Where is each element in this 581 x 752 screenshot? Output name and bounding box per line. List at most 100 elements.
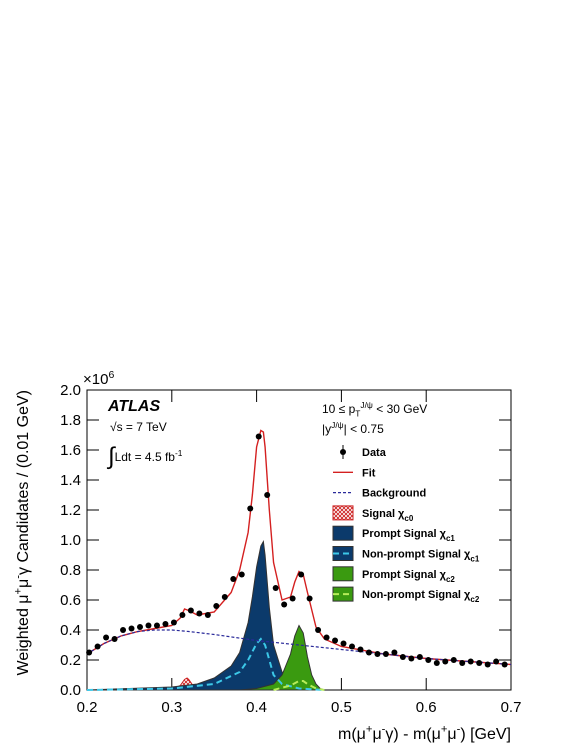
data-point	[187, 607, 194, 614]
y-tick-label: 1.0	[60, 532, 81, 549]
data-point	[298, 571, 305, 578]
text-piece: ATLAS	[107, 398, 160, 415]
data-point	[238, 571, 245, 578]
text-piece: J/ψ	[331, 420, 344, 430]
data-point	[204, 612, 211, 618]
area	[239, 624, 325, 691]
data-point	[349, 643, 355, 650]
y-tick-label: 0.0	[60, 682, 81, 699]
data-point	[459, 660, 466, 666]
data-point	[281, 601, 288, 608]
data-point	[196, 610, 203, 617]
legend-entry: Non-prompt Signal χc1	[332, 546, 480, 564]
legend-marker	[340, 449, 346, 455]
text-piece: +	[13, 588, 25, 595]
data-point	[382, 651, 389, 657]
legend-label: Signal χc0	[362, 508, 414, 523]
data-point	[416, 654, 423, 660]
curve	[273, 680, 325, 691]
legend-name-sub: c1	[470, 555, 479, 564]
legend-label: Non-prompt Signal χc1	[362, 549, 480, 564]
data-point	[493, 658, 500, 665]
data-point	[306, 595, 313, 602]
y-tick-label: 1.8	[60, 412, 81, 429]
legend-swatch	[332, 525, 354, 541]
text-piece: Weighted μ	[15, 594, 32, 675]
data-point	[128, 625, 135, 632]
y-tick-label: 1.2	[60, 502, 81, 519]
data-point	[323, 634, 330, 641]
text-piece: |y	[322, 422, 331, 436]
text-piece: +	[366, 724, 373, 736]
data-point	[289, 595, 296, 602]
data-point	[467, 658, 474, 665]
x-tick-label: 0.2	[77, 699, 98, 716]
y-tick-label: 0.8	[60, 562, 81, 579]
y-tick-label: 2.0	[60, 382, 81, 399]
text-piece: 6	[108, 369, 114, 381]
data-point	[315, 627, 322, 633]
y-tick-label: 0.4	[60, 622, 81, 639]
text-piece: 10 ≤ p	[322, 402, 356, 416]
text-piece: Ldt = 4.5 fb	[115, 450, 176, 464]
legend-entry: Prompt Signal χc1	[332, 525, 455, 543]
data-point	[408, 655, 415, 662]
legend-label: Background	[362, 488, 426, 500]
text-piece: -	[13, 575, 25, 579]
legend-name: Non-prompt Signal χ	[362, 589, 471, 601]
x-tick-label: 0.3	[161, 699, 182, 716]
y-tick-label: 0.6	[60, 592, 81, 609]
data-point	[162, 621, 169, 627]
text-piece: -1	[175, 448, 183, 458]
data-point	[340, 640, 347, 647]
y-tick-label: 1.4	[60, 472, 81, 489]
text-piece: +	[441, 724, 448, 736]
y-tick-label: 0.2	[60, 652, 81, 669]
text-piece: ) [GeV]	[460, 726, 511, 743]
text-piece: J/ψ	[360, 400, 373, 410]
data-point	[399, 654, 406, 660]
data-point	[484, 661, 491, 668]
text-piece: μ	[15, 579, 32, 588]
legend-entry: Signal χc0	[332, 505, 414, 523]
annotation: 10 ≤ pTJ/ψ < 30 GeV	[322, 400, 427, 418]
text-piece: √s = 7 TeV	[110, 420, 167, 434]
legend-entry: Background	[333, 488, 426, 500]
legend-name: Data	[362, 447, 387, 459]
data-point	[230, 576, 237, 582]
y-axis-label: Weighted μ+μ-γ Candidates / (0.01 GeV)	[13, 390, 32, 675]
text-piece: μ	[372, 726, 381, 743]
data-point	[391, 649, 398, 656]
text-piece: T	[355, 409, 360, 419]
text-piece: -	[382, 724, 386, 736]
data-point	[213, 603, 220, 609]
x-tick-label: 0.7	[501, 699, 522, 716]
data-point	[255, 433, 262, 440]
data-point	[145, 622, 152, 629]
text-piece: γ Candidates / (0.01 GeV)	[15, 390, 32, 575]
text-piece: m(μ	[338, 726, 366, 743]
legend-name-sub: c2	[470, 595, 479, 604]
data-point	[153, 622, 160, 629]
legend-label: Prompt Signal χc1	[362, 528, 455, 543]
data-point	[137, 624, 143, 630]
text-piece: ×10	[83, 371, 108, 388]
legend-name: Background	[362, 488, 426, 500]
legend-entry: Fit	[333, 467, 376, 479]
data-point	[450, 657, 457, 663]
legend-name-sub: c1	[446, 534, 455, 543]
data-point	[86, 649, 93, 656]
data-point	[425, 657, 432, 663]
text-piece: -	[457, 724, 461, 736]
data-point	[179, 612, 186, 618]
legend-name-sub: c2	[446, 575, 455, 584]
text-piece: μ	[447, 726, 456, 743]
text-piece: γ) - m(μ	[385, 726, 440, 743]
data-point	[111, 636, 118, 642]
legend-label: Data	[362, 447, 387, 459]
x-tick-label: 0.4	[246, 699, 267, 716]
data-point	[374, 651, 381, 657]
x-tick-label: 0.5	[331, 699, 352, 716]
